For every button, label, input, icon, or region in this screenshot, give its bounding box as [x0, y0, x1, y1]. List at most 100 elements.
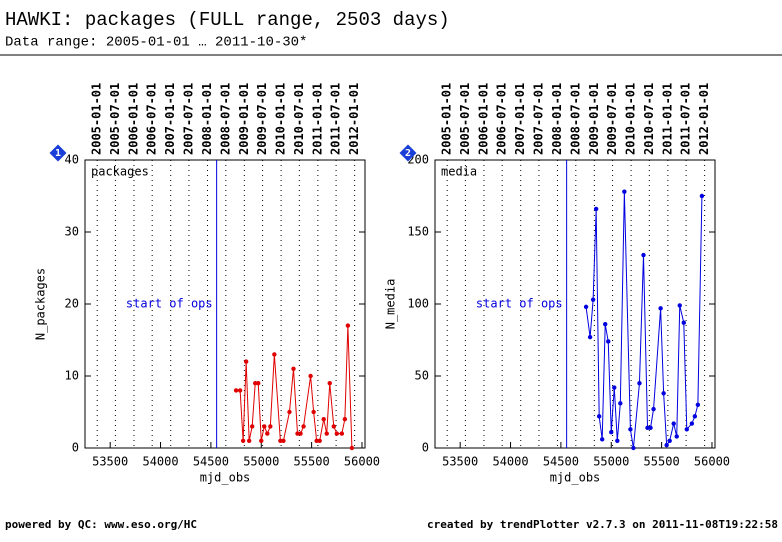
data-point — [259, 438, 264, 443]
date-tick-label: 2008-07-01 — [218, 83, 232, 155]
data-point — [648, 425, 653, 431]
y-axis-label: N_packages — [34, 268, 48, 340]
date-tick-label: 2006-01-01 — [126, 83, 140, 155]
data-point — [684, 427, 689, 432]
data-point — [671, 421, 676, 426]
data-point — [262, 424, 267, 429]
x-tick-label: 55500 — [294, 455, 330, 469]
data-point — [317, 438, 322, 443]
date-tick-label: 2011-01-01 — [310, 83, 324, 155]
page-subtitle: Data range: 2005-01-01 … 2011-10-30* — [5, 35, 307, 51]
x-tick-label: 55500 — [644, 455, 680, 469]
date-tick-label: 2007-01-01 — [513, 83, 527, 155]
x-axis-label: mjd_obs — [550, 471, 601, 485]
date-tick-label: 2011-07-01 — [329, 83, 343, 155]
data-point — [314, 438, 319, 443]
data-point — [661, 391, 666, 396]
data-point — [615, 438, 620, 443]
date-tick-label: 2005-07-01 — [108, 83, 122, 155]
data-point — [331, 424, 336, 429]
panel-label: media — [441, 165, 477, 179]
data-point — [609, 429, 614, 435]
data-point — [596, 414, 602, 419]
x-tick-label: 54500 — [543, 455, 579, 469]
date-tick-label: 2010-01-01 — [274, 83, 288, 155]
date-tick-label: 2008-01-01 — [550, 83, 564, 155]
data-point — [606, 339, 611, 344]
footer-right: created by trendPlotter v2.7.3 on 2011-1… — [427, 518, 778, 531]
data-point — [628, 427, 633, 432]
data-point — [618, 401, 623, 406]
data-point — [342, 417, 348, 422]
x-tick-label: 56000 — [694, 455, 730, 469]
date-tick-label: 2012-01-01 — [697, 83, 711, 155]
data-point — [590, 297, 596, 302]
data-point — [651, 406, 656, 412]
data-point — [240, 438, 246, 443]
date-tick-label: 2009-01-01 — [237, 83, 251, 155]
y-axis-label: N_media — [384, 279, 398, 330]
data-point — [311, 409, 316, 415]
data-point — [233, 388, 239, 393]
data-point — [321, 417, 326, 422]
y-tick-label: 0 — [72, 441, 79, 455]
start-label: start of ops — [476, 297, 563, 311]
x-tick-label: 56000 — [344, 455, 380, 469]
x-tick-label: 54000 — [142, 455, 178, 469]
y-tick-label: 100 — [407, 297, 429, 311]
date-tick-label: 2005-07-01 — [458, 83, 472, 155]
data-point — [268, 424, 273, 429]
data-point — [641, 252, 646, 258]
data-point — [695, 402, 701, 407]
date-tick-label: 2009-07-01 — [255, 83, 269, 155]
y-tick-label: 50 — [415, 369, 429, 383]
data-point — [667, 438, 672, 443]
date-tick-label: 2010-01-01 — [624, 83, 638, 155]
data-point — [339, 431, 345, 436]
badge — [399, 144, 417, 162]
data-point — [324, 431, 329, 436]
data-point — [295, 431, 300, 436]
date-tick-label: 2012-01-01 — [347, 83, 361, 155]
data-point — [599, 437, 605, 442]
data-point — [593, 206, 599, 212]
start-label: start of ops — [126, 297, 213, 311]
badge-number: 1 — [55, 148, 61, 159]
date-tick-label: 2007-01-01 — [163, 83, 177, 155]
y-tick-label: 150 — [407, 225, 429, 239]
series-line — [585, 191, 703, 449]
date-tick-label: 2006-07-01 — [495, 83, 509, 155]
date-tick-label: 2007-07-01 — [181, 83, 195, 155]
data-point — [692, 414, 698, 419]
date-tick-label: 2005-01-01 — [440, 83, 454, 155]
data-point — [334, 431, 339, 436]
date-tick-label: 2011-07-01 — [679, 83, 693, 155]
data-point — [265, 431, 270, 436]
data-point — [298, 431, 303, 436]
x-axis-label: mjd_obs — [200, 471, 251, 485]
date-tick-label: 2007-07-01 — [531, 83, 545, 155]
data-point — [345, 323, 351, 328]
data-point — [349, 445, 355, 451]
y-tick-label: 30 — [65, 225, 79, 239]
data-point — [278, 438, 283, 443]
data-point — [243, 359, 249, 364]
date-tick-label: 2010-07-01 — [642, 83, 656, 155]
y-tick-label: 0 — [422, 441, 429, 455]
data-point — [249, 424, 255, 429]
x-tick-label: 53500 — [92, 455, 128, 469]
date-tick-label: 2006-07-01 — [145, 83, 159, 155]
data-point — [327, 381, 332, 386]
footer-left: powered by QC: www.eso.org/HC — [5, 518, 197, 531]
data-point — [612, 385, 617, 390]
data-point — [287, 409, 292, 415]
date-tick-label: 2011-01-01 — [660, 83, 674, 155]
data-point — [689, 421, 695, 426]
data-point — [637, 381, 642, 386]
data-point — [699, 193, 705, 199]
panel-label: packages — [91, 165, 149, 179]
data-point — [658, 306, 663, 311]
data-point — [281, 438, 286, 443]
